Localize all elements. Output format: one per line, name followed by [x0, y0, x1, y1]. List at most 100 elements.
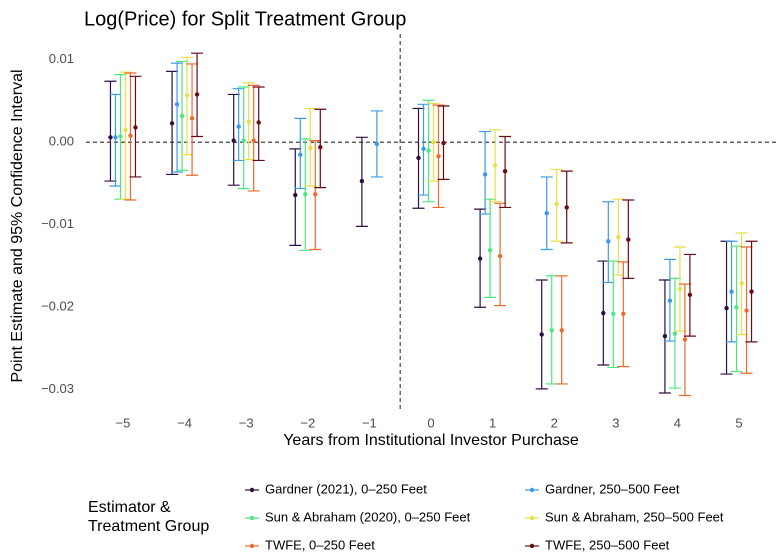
x-tick-label: 1	[489, 415, 496, 430]
point	[539, 332, 544, 337]
point	[606, 239, 611, 244]
point	[251, 138, 256, 143]
x-tick-label: −3	[239, 415, 254, 430]
y-tick-label: −0.03	[41, 381, 74, 396]
point	[544, 211, 549, 216]
legend-swatch	[529, 515, 535, 521]
point	[477, 256, 483, 261]
point	[108, 135, 113, 140]
point	[318, 145, 323, 150]
x-tick-label: −4	[177, 415, 192, 430]
point	[184, 93, 190, 98]
x-tick-label: −2	[300, 415, 315, 430]
point	[662, 333, 668, 339]
point	[426, 148, 431, 153]
x-tick-label: 2	[551, 415, 558, 430]
point	[601, 310, 606, 316]
point	[179, 113, 185, 119]
point	[431, 140, 436, 145]
point	[492, 163, 498, 168]
point	[194, 92, 200, 97]
point	[441, 140, 446, 146]
point	[123, 127, 128, 133]
point	[554, 201, 559, 207]
y-tick-label: −0.01	[41, 216, 74, 231]
point	[734, 305, 739, 310]
point	[128, 133, 133, 138]
legend-label: TWFE, 0–250 Feet	[265, 537, 375, 552]
point	[308, 145, 313, 151]
point	[682, 337, 688, 342]
point	[559, 328, 564, 333]
point	[672, 331, 678, 336]
point	[313, 192, 318, 197]
legend-label: Sun & Abraham (2020), 0–250 Feet	[265, 509, 471, 524]
point	[416, 155, 421, 161]
point	[616, 234, 621, 240]
point	[667, 298, 673, 303]
error-bar	[119, 71, 132, 200]
legend-swatch	[249, 543, 255, 549]
legend-label: TWFE, 250–500 Feet	[545, 537, 670, 552]
point	[724, 305, 729, 311]
point	[293, 192, 298, 198]
x-tick-label: −5	[116, 415, 131, 430]
point	[236, 124, 241, 129]
error-bar	[171, 62, 184, 173]
point	[374, 141, 380, 147]
point	[256, 120, 261, 125]
point	[744, 308, 749, 313]
x-tick-label: 3	[612, 415, 619, 430]
legend-swatch	[529, 543, 535, 549]
legend-swatch	[249, 487, 255, 493]
point	[549, 328, 554, 333]
error-bar	[109, 93, 122, 187]
point	[739, 281, 744, 286]
x-axis-label: Years from Institutional Investor Purcha…	[283, 432, 579, 449]
legend-label: Gardner (2021), 0–250 Feet	[265, 481, 427, 496]
point	[487, 248, 493, 253]
legend-swatch	[249, 515, 255, 521]
point	[133, 125, 138, 130]
point	[189, 116, 195, 121]
point	[621, 311, 626, 317]
point	[231, 138, 236, 143]
point	[626, 237, 631, 242]
x-tick-label: −1	[362, 415, 377, 430]
point	[677, 286, 683, 292]
point	[359, 178, 365, 184]
legend-label: Sun & Abraham, 250–500 Feet	[545, 509, 724, 524]
point	[246, 119, 251, 124]
legend-swatch	[529, 487, 535, 493]
point	[687, 292, 693, 298]
point	[303, 192, 308, 197]
point	[421, 146, 426, 152]
point	[497, 253, 503, 259]
y-tick-label: 0.00	[49, 134, 74, 149]
point	[729, 289, 734, 294]
y-axis-label: Point Estimate and 95% Confidence Interv…	[9, 69, 26, 382]
point	[113, 135, 118, 140]
y-tick-label: 0.01	[49, 51, 74, 66]
error-bar	[104, 80, 117, 182]
point	[169, 121, 175, 126]
x-tick-label: 5	[735, 415, 742, 430]
legend-title: Estimator & Treatment Group	[88, 499, 210, 535]
legend-label: Gardner, 250–500 Feet	[545, 481, 680, 496]
point	[174, 102, 180, 107]
point	[611, 311, 616, 317]
x-tick-label: 0	[427, 415, 434, 430]
point	[436, 154, 441, 159]
point	[298, 152, 303, 157]
x-tick-label: 4	[674, 415, 681, 430]
error-bar	[181, 56, 194, 156]
point	[749, 289, 754, 294]
point	[482, 172, 488, 177]
point	[564, 205, 569, 210]
error-bar	[247, 84, 260, 192]
point	[118, 134, 123, 139]
point	[502, 168, 508, 174]
y-tick-label: −0.02	[41, 299, 74, 314]
